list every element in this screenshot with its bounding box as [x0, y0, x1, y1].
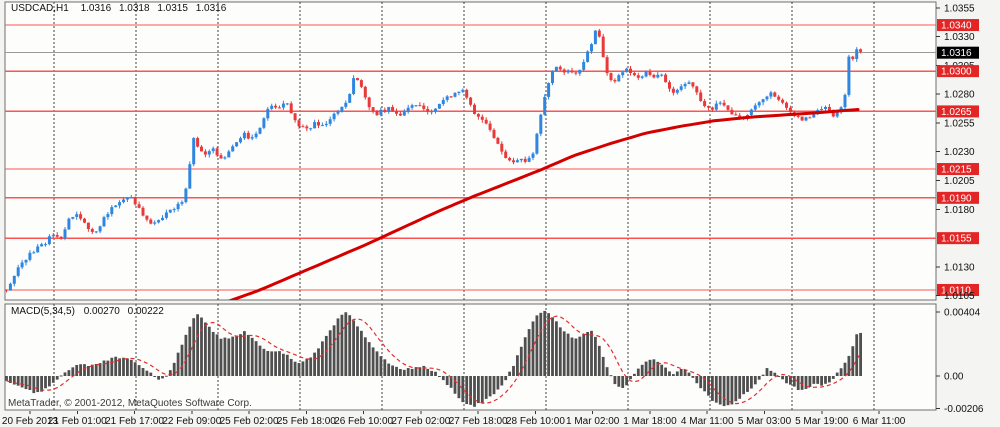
- time-tick-label: 22 Feb 09:00: [162, 416, 221, 427]
- time-tick-label: 20 Feb 2013: [2, 416, 59, 427]
- price-tick-label: 1.0355: [944, 3, 975, 14]
- macd-value: 0.00270: [83, 306, 120, 317]
- macd-tick-label: 0.00: [944, 372, 964, 383]
- macd-tick-label: 0.00404: [944, 308, 981, 319]
- time-tick-label: 6 Mar 11:00: [853, 416, 906, 427]
- quote-high: 1.0318: [118, 3, 150, 14]
- level-price-badge: [937, 105, 979, 118]
- time-tick-label: 28 Feb 10:00: [506, 416, 565, 427]
- price-tick-label: 1.0180: [944, 205, 975, 216]
- price-badge-label: 1.0340: [941, 21, 972, 32]
- price-badge-label: 1.0316: [941, 48, 972, 59]
- macd-histogram: [5, 310, 862, 407]
- price-badge-label: 1.0190: [941, 193, 972, 204]
- candles-layer: [5, 28, 863, 293]
- time-tick-label: 26 Feb 10:00: [334, 416, 393, 427]
- level-price-badge: [937, 163, 979, 176]
- macd-name: MACD(5,34,5): [11, 306, 75, 317]
- level-price-badge: [937, 191, 979, 204]
- macd-signal-value: 0.00222: [127, 306, 164, 317]
- level-price-badge: [937, 283, 979, 296]
- time-tick-label: 27 Feb 02:00: [391, 416, 450, 427]
- price-tick-label: 1.0130: [944, 262, 975, 273]
- level-lines: [5, 24, 936, 291]
- price-tick-label: 1.0205: [944, 176, 975, 187]
- macd-tick-label: -0.00206: [944, 404, 984, 415]
- time-tick-label: 5 Mar 03:00: [738, 416, 792, 427]
- price-badge-label: 1.0215: [941, 165, 972, 176]
- current-price-badge: [937, 46, 979, 59]
- ma-line: [227, 108, 860, 300]
- price-tick-label: 1.0280: [944, 90, 975, 101]
- symbol-period-label: USDCAD,H1: [11, 3, 69, 14]
- time-tick-label: 25 Feb 18:00: [277, 416, 336, 427]
- level-price-badge: [937, 65, 979, 78]
- macd-signal-line: [6, 315, 862, 405]
- time-tick-label: 27 Feb 18:00: [449, 416, 508, 427]
- chart-title: USDCAD,H1 1.0316 1.0318 1.0315 1.0316: [11, 3, 231, 14]
- time-tick-label: 5 Mar 19:00: [795, 416, 849, 427]
- time-tick-label: 1 Mar 18:00: [623, 416, 677, 427]
- time-tick-label: 21 Feb 01:00: [48, 416, 107, 427]
- macd-indicator-label: MACD(5,34,5) 0.00270 0.00222: [11, 306, 169, 317]
- macd-axis[interactable]: 0.00404 0.00 -0.00206: [936, 308, 984, 416]
- price-tick-label: 1.0230: [944, 147, 975, 158]
- level-price-badge: [937, 232, 979, 245]
- copyright-text: MetaTrader, © 2001-2012, MetaQuotes Soft…: [8, 398, 252, 409]
- level-price-badge: [937, 19, 979, 32]
- price-panel[interactable]: [4, 1, 937, 301]
- quote-open: 1.0316: [80, 3, 112, 14]
- time-tick-label: 4 Mar 11:00: [681, 416, 734, 427]
- price-badge-label: 1.0110: [941, 285, 971, 296]
- price-tick-label: 1.0105: [944, 291, 975, 302]
- time-tick-label: 1 Mar 02:00: [566, 416, 620, 427]
- price-badge-label: 1.0155: [941, 234, 972, 245]
- price-axis[interactable]: 1.03551.03401.03301.03161.03051.03001.02…: [936, 3, 979, 302]
- quote-close: 1.0316: [195, 3, 227, 14]
- price-tick-label: 1.0255: [944, 118, 975, 129]
- price-badge-label: 1.0300: [941, 67, 972, 78]
- quote-low: 1.0315: [157, 3, 188, 14]
- price-tick-label: 1.0330: [944, 32, 975, 43]
- time-tick-label: 21 Feb 17:00: [105, 416, 164, 427]
- price-badge-label: 1.0265: [941, 107, 972, 118]
- time-tick-label: 25 Feb 02:00: [220, 416, 279, 427]
